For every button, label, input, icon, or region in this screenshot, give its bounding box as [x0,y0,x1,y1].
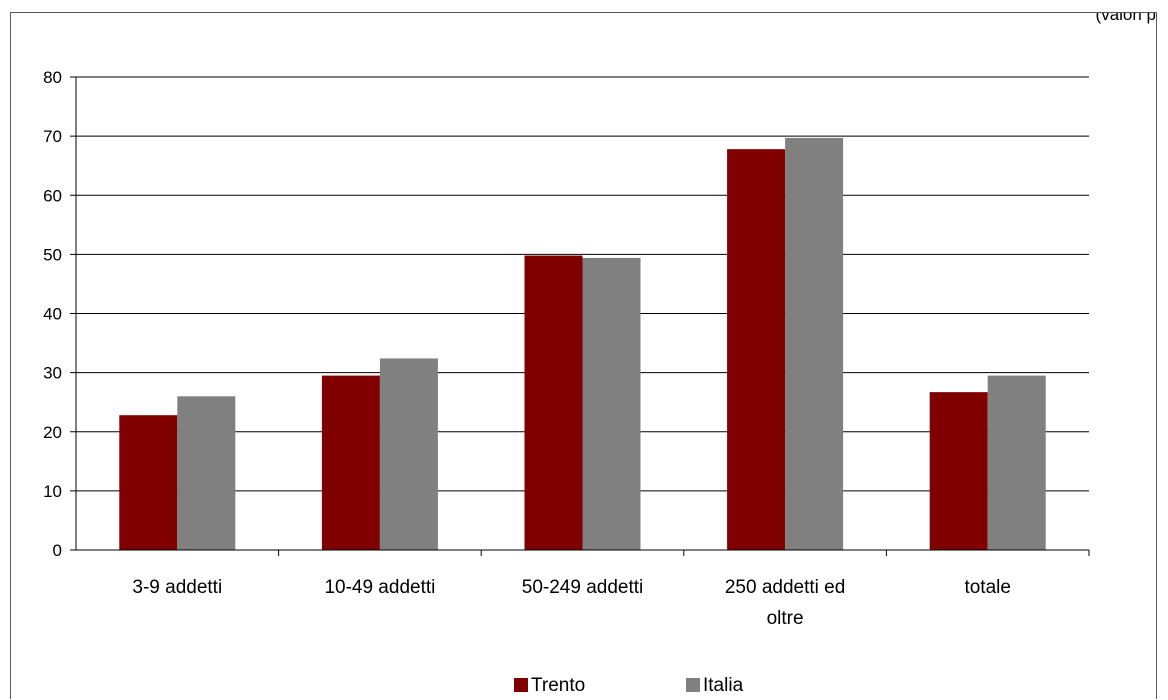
y-tick-label: 20 [43,423,62,442]
bar-trento-4 [727,149,786,550]
bar-italia-1 [177,396,236,550]
y-tick-label: 70 [43,127,62,146]
axes [70,76,1090,556]
y-tick-label: 60 [43,186,62,205]
legend-label-trento: Trento [531,675,585,696]
y-tick-label: 30 [43,364,62,383]
x-tick-label: 10-49 addetti [324,577,435,598]
chart-note: (valori p [1095,5,1156,24]
tick-labels: 0 10 20 30 40 50 60 70 80 3-9 addetti 10-49 addett… [43,68,1011,629]
y-tick-label: 40 [43,305,62,324]
y-tick-label: 80 [43,68,62,87]
bar-italia-2 [379,358,438,550]
legend: Trento Italia [514,675,744,696]
y-tick-label: 0 [53,541,62,560]
legend-label-italia: Italia [703,675,744,696]
bar-italia-3 [582,257,641,550]
x-tick-label: 250 addetti ed oltre [725,577,845,629]
bars [119,137,1046,550]
bar-trento-1 [119,415,178,550]
legend-swatch-italia [686,678,700,692]
legend-swatch-trento [514,678,528,692]
x-tick-label: 50-249 addetti [522,577,644,598]
y-tick-label: 50 [43,245,62,264]
bar-italia-4 [785,137,844,550]
bar-trento-2 [321,375,380,550]
bar-trento-3 [524,255,583,550]
bar-trento-5 [929,392,988,550]
bar-italia-5 [987,375,1046,550]
gridlines [76,76,1089,492]
y-tick-label: 10 [43,482,62,501]
x-tick-label: totale [964,577,1010,598]
x-tick-label: 3-9 addetti [132,577,222,598]
